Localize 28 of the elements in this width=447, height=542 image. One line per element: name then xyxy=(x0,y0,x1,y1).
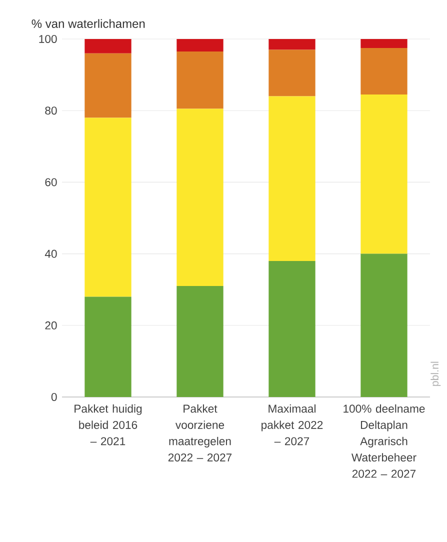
bar xyxy=(360,254,408,397)
y-tick-label: 0 xyxy=(51,392,57,402)
bar xyxy=(84,53,132,118)
bar xyxy=(84,38,132,54)
bar xyxy=(360,48,408,94)
bar xyxy=(84,118,132,297)
bar xyxy=(360,94,408,254)
bar xyxy=(176,286,224,397)
bar xyxy=(176,52,224,109)
x-tick-label: Maximaal pakket 2022 – 2027 xyxy=(262,404,323,446)
text: pbl.nl xyxy=(430,362,441,386)
x-tick-label: 100% deelname Deltaplan Agrarisch Waterbeheer 2022 – 2027 xyxy=(344,404,425,478)
x-tick-label: Pakket voorziene maatregelen 2022 – 2027 xyxy=(168,404,232,462)
y-tick-label: 100 xyxy=(39,34,57,43)
y-tick-label: 20 xyxy=(45,321,57,330)
bar xyxy=(176,108,224,286)
bar xyxy=(268,38,316,50)
y-tick-label: 80 xyxy=(45,106,57,115)
bar xyxy=(360,38,408,48)
bar xyxy=(84,296,132,397)
y-axis-title: % van waterlichamen xyxy=(32,19,145,28)
bar xyxy=(176,38,224,52)
y-tick-label: 40 xyxy=(44,250,57,258)
bar xyxy=(268,260,316,397)
bar xyxy=(268,96,316,261)
x-tick-label: Pakket huidig beleid 2016 – 2021 xyxy=(74,404,142,446)
y-tick-label: 60 xyxy=(45,178,57,186)
bar xyxy=(268,50,316,96)
